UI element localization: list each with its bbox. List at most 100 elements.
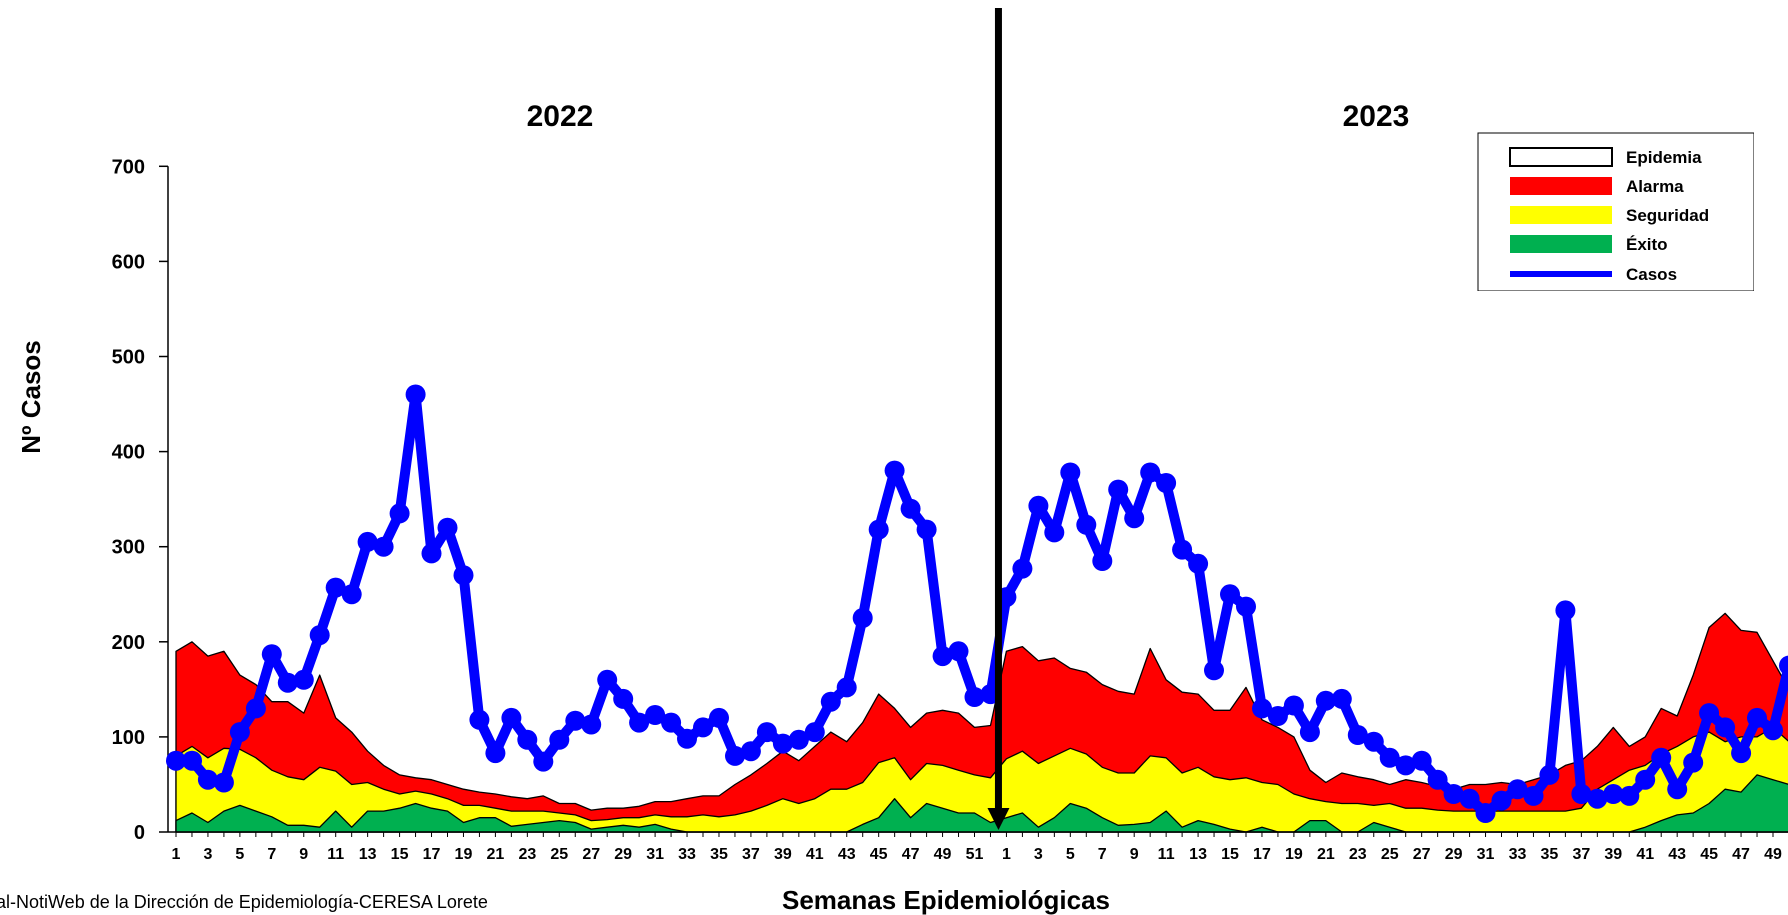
x-tick-label: 49 (1764, 846, 1782, 863)
x-tick-label: 39 (1604, 846, 1622, 863)
cases-point (166, 750, 186, 771)
cases-point (1204, 660, 1224, 681)
x-tick-label: 13 (1189, 846, 1207, 863)
x-tick-label: 47 (1732, 846, 1750, 863)
x-tick-label: 37 (1572, 846, 1590, 863)
x-tick-label: 9 (299, 846, 308, 863)
cases-point (405, 384, 426, 405)
cases-point (1379, 747, 1400, 768)
y-tick-label: 700 (112, 156, 145, 178)
cases-point (533, 751, 554, 772)
year-label-2023: 2023 (1343, 100, 1410, 133)
cases-point (868, 519, 889, 540)
cases-point (1172, 539, 1193, 560)
x-tick-label: 5 (1066, 846, 1075, 863)
cases-point (517, 729, 538, 750)
cases-point (1779, 655, 1788, 676)
x-tick-label: 19 (1285, 846, 1303, 863)
x-tick-label: 35 (710, 846, 728, 863)
cases-point (437, 517, 458, 538)
cases-point (1443, 784, 1464, 804)
x-tick-label: 43 (1668, 846, 1686, 863)
cases-point (469, 709, 490, 730)
x-tick-label: 17 (423, 846, 441, 863)
cases-point (597, 669, 618, 690)
cases-point (453, 565, 474, 586)
cases-point (182, 750, 202, 771)
cases-point (1747, 707, 1767, 728)
divider-arrowhead (987, 808, 1010, 830)
x-tick-label: 47 (902, 846, 920, 863)
cases-point (1076, 514, 1097, 535)
cases-point (1315, 690, 1336, 711)
y-axis: 0 100 200 300 400 500 600 700 (112, 156, 169, 844)
cases-point (357, 531, 378, 552)
cases-point (1523, 785, 1544, 806)
cases-point (661, 712, 682, 733)
cases-point (261, 644, 282, 665)
cases-point (725, 745, 745, 766)
cases-point (1236, 596, 1256, 617)
cases-point (645, 705, 666, 725)
cases-point (1140, 462, 1161, 483)
x-tick-label: 31 (646, 846, 664, 863)
cases-point (693, 717, 713, 738)
x-tick-label: 25 (1381, 846, 1399, 863)
cases-point (229, 722, 250, 743)
cases-point (1252, 698, 1272, 719)
cases-point (1331, 688, 1352, 709)
x-tick-label: 3 (203, 846, 212, 863)
cases-point (501, 707, 522, 728)
cases-point (613, 688, 634, 709)
x-tick-label: 43 (838, 846, 856, 863)
x-tick-label: 45 (1700, 846, 1718, 863)
x-tick-label: 15 (1221, 846, 1239, 863)
x-tick-label: 17 (1253, 846, 1271, 863)
cases-point (1539, 764, 1560, 785)
x-tick-label: 13 (359, 846, 377, 863)
cases-point (1028, 495, 1049, 516)
x-tick-label: 35 (1541, 846, 1559, 863)
cases-point (1044, 522, 1065, 543)
cases-point (916, 519, 937, 540)
cases-point (1491, 790, 1512, 811)
cases-point (1395, 755, 1416, 776)
x-tick-label: 5 (235, 846, 244, 863)
cases-point (772, 733, 793, 754)
legend-swatch-alarma (1510, 177, 1612, 195)
cases-point (948, 641, 969, 662)
year-label-2022: 2022 (527, 100, 594, 133)
cases-point (485, 743, 506, 764)
x-tick-label: 31 (1477, 846, 1495, 863)
cases-point (1731, 743, 1752, 764)
cases-point (1715, 717, 1736, 738)
cases-point (1603, 784, 1624, 804)
source-note: al-NotiWeb de la Dirección de Epidemiolo… (0, 892, 488, 912)
cases-point (1156, 473, 1177, 493)
legend-label-epidemia: Epidemia (1626, 148, 1702, 167)
legend-swatch-xito (1510, 235, 1612, 253)
x-tick-label: 1 (172, 846, 181, 863)
cases-point (1427, 769, 1448, 790)
x-tick-label: 45 (870, 846, 888, 863)
cases-point (932, 646, 953, 667)
x-tick-label: 3 (1034, 846, 1043, 863)
x-tick-label: 1 (1002, 846, 1011, 863)
cases-point (1683, 752, 1704, 773)
x-tick-label: 33 (1509, 846, 1527, 863)
x-tick-label: 49 (934, 846, 952, 863)
y-tick-label: 400 (112, 442, 145, 464)
cases-point (1108, 479, 1129, 500)
x-tick-label: 39 (774, 846, 792, 863)
y-tick-label: 300 (112, 537, 145, 559)
legend-label-xito: Éxito (1626, 235, 1668, 254)
x-tick-label: 15 (391, 846, 409, 863)
x-tick-label: 21 (1317, 846, 1335, 863)
legend-border-mask-bottom (1476, 291, 1758, 295)
x-tick-label: 11 (1158, 846, 1175, 863)
legend: Epidemia Alarma Seguridad Éxito Casos (1476, 130, 1760, 295)
cases-point (197, 769, 218, 790)
x-tick-label: 9 (1130, 846, 1139, 863)
x-tick-label: 7 (1098, 846, 1107, 863)
legend-label-seguridad: Seguridad (1626, 206, 1709, 225)
